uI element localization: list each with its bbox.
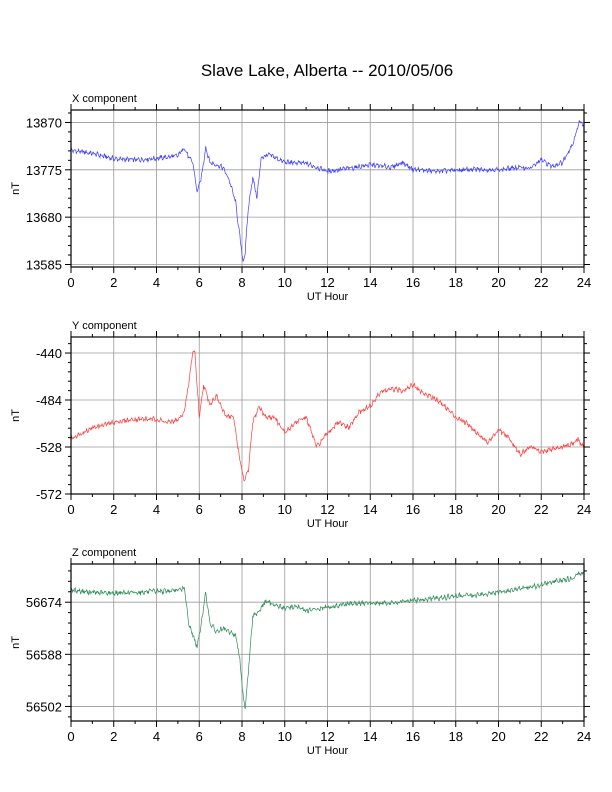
y-tick-label: 13585: [26, 258, 62, 273]
x-tick-label: 10: [278, 729, 292, 744]
x-tick-label: 20: [491, 275, 505, 290]
x-tick-label: 6: [196, 502, 203, 517]
x-tick-label: 0: [67, 502, 74, 517]
x-tick-label: 16: [406, 729, 420, 744]
x-tick-label: 12: [320, 502, 334, 517]
x-tick-label: 0: [67, 275, 74, 290]
y-tick-label: 56502: [26, 699, 62, 714]
panels-group: 0 2 4 6 8 10 12 14 16 18 20 22 241358513680137751387…: [10, 93, 591, 757]
y-axis-label: nT: [10, 409, 22, 422]
x-tick-label: 16: [406, 502, 420, 517]
x-axis-label: UT Hour: [307, 291, 349, 303]
x-tick-label: 6: [196, 729, 203, 744]
x-tick-label: 24: [577, 275, 591, 290]
y-tick-label: 13870: [26, 115, 62, 130]
panel-title: Y component: [72, 320, 137, 332]
panel-1: 0 2 4 6 8 10 12 14 16 18 20 22 241358513680137751387…: [10, 93, 591, 303]
x-axis-label: UT Hour: [307, 745, 349, 757]
x-tick-label: 18: [449, 502, 463, 517]
x-tick-label: 12: [320, 729, 334, 744]
y-tick-label: -440: [36, 346, 62, 361]
y-tick-label: -484: [36, 393, 62, 408]
panel-title: X component: [72, 93, 137, 105]
x-tick-label: 22: [534, 502, 548, 517]
x-tick-label: 20: [491, 729, 505, 744]
x-tick-label: 18: [449, 729, 463, 744]
x-tick-label: 10: [278, 502, 292, 517]
x-tick-label: 4: [153, 275, 160, 290]
y-tick-label: -572: [36, 487, 62, 502]
y-tick-label: 13680: [26, 210, 62, 225]
y-axis-label: nT: [10, 182, 22, 195]
y-tick-label: -528: [36, 440, 62, 455]
panel-title: Z component: [72, 547, 136, 559]
x-tick-label: 2: [110, 729, 117, 744]
y-tick-label: 13775: [26, 163, 62, 178]
x-tick-label: 0: [67, 729, 74, 744]
x-tick-label: 8: [238, 275, 245, 290]
x-tick-label: 24: [577, 729, 591, 744]
x-tick-label: 22: [534, 275, 548, 290]
x-tick-label: 14: [363, 729, 377, 744]
x-tick-label: 12: [320, 275, 334, 290]
series-line: [70, 119, 585, 263]
x-tick-label: 8: [238, 729, 245, 744]
x-tick-label: 14: [363, 275, 377, 290]
x-tick-label: 6: [196, 275, 203, 290]
x-tick-label: 2: [110, 502, 117, 517]
series-line: [70, 350, 585, 482]
x-axis-label: UT Hour: [307, 518, 349, 530]
x-tick-label: 22: [534, 729, 548, 744]
series-line: [70, 571, 585, 710]
x-tick-label: 16: [406, 275, 420, 290]
x-tick-label: 18: [449, 275, 463, 290]
y-axis-label: nT: [10, 636, 22, 649]
x-tick-label: 4: [153, 502, 160, 517]
figure-title: Slave Lake, Alberta -- 2010/05/06: [201, 61, 453, 80]
x-tick-label: 20: [491, 502, 505, 517]
y-tick-label: 56588: [26, 647, 62, 662]
x-tick-label: 4: [153, 729, 160, 744]
y-tick-label: 56674: [26, 595, 62, 610]
x-tick-label: 2: [110, 275, 117, 290]
x-tick-label: 24: [577, 502, 591, 517]
x-tick-label: 8: [238, 502, 245, 517]
x-tick-label: 10: [278, 275, 292, 290]
x-tick-label: 14: [363, 502, 377, 517]
